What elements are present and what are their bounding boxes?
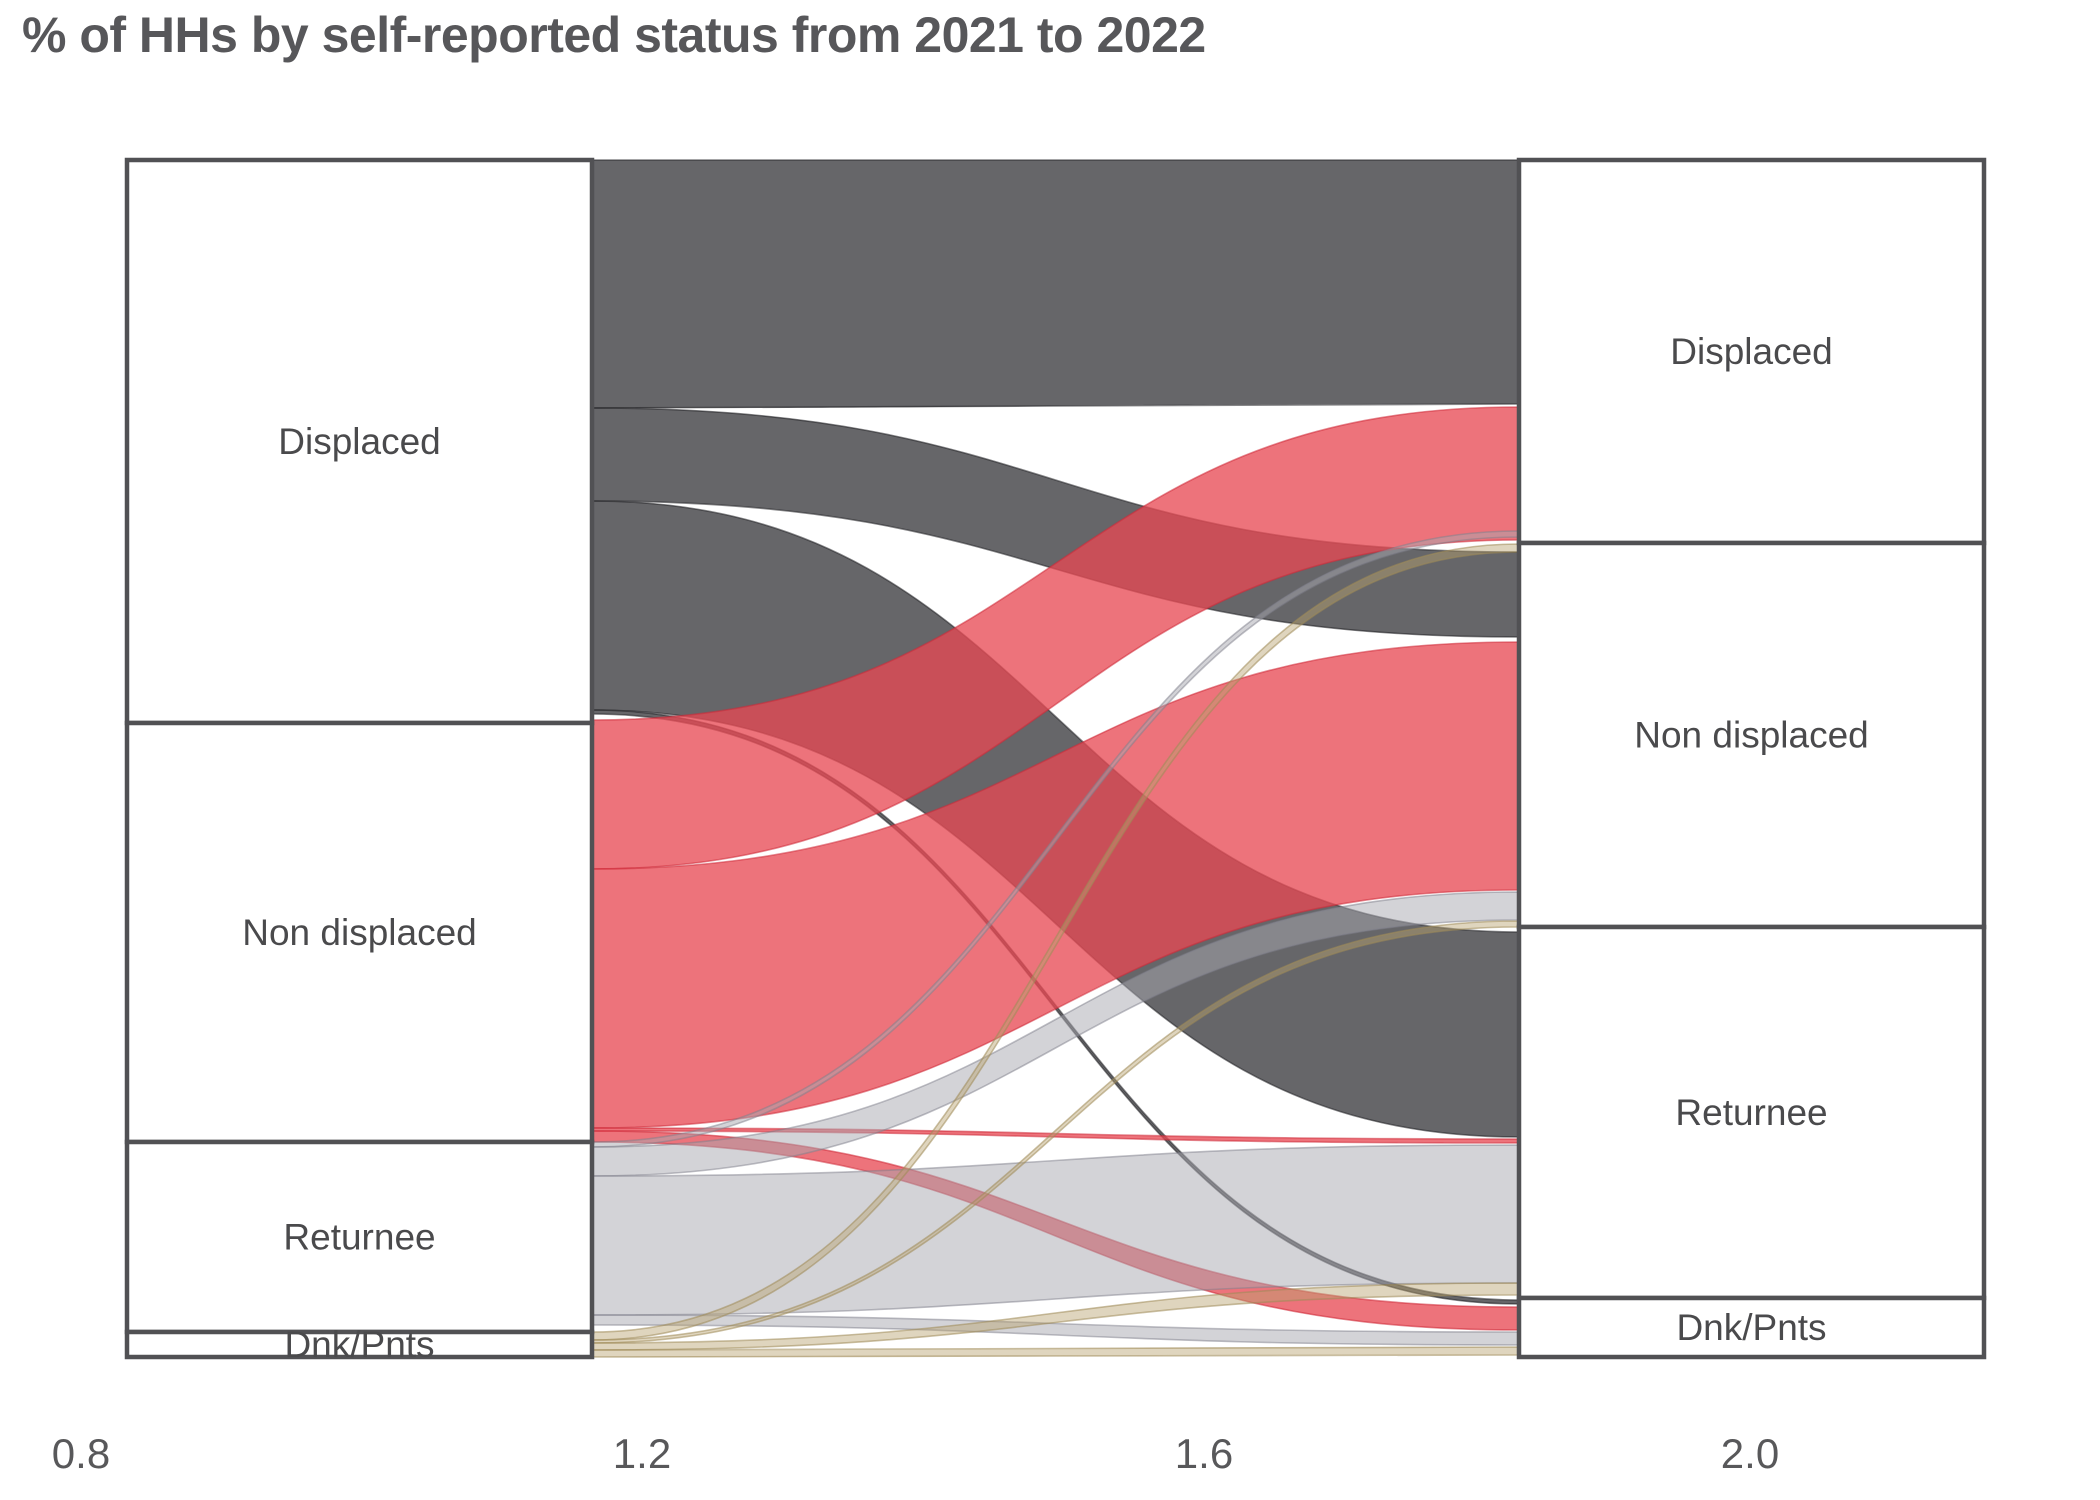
node-label-right: Returnee bbox=[1675, 1092, 1827, 1133]
node-box-right bbox=[1516, 924, 1987, 1301]
node-label-right: Non displaced bbox=[1634, 715, 1868, 756]
node-label-left: Dnk/Pnts bbox=[284, 1324, 434, 1365]
node-box-right bbox=[1516, 1295, 1987, 1360]
node-label-left: Returnee bbox=[283, 1217, 435, 1258]
node-label-right: Displaced bbox=[1670, 331, 1832, 372]
node-label-left: Non displaced bbox=[242, 912, 476, 953]
x-axis-tick: 0.8 bbox=[52, 1430, 110, 1477]
node-box-left bbox=[124, 1329, 595, 1360]
chart-title: % of HHs by self-reported status from 20… bbox=[22, 7, 1206, 63]
x-axis-tick: 2.0 bbox=[1721, 1430, 1779, 1477]
node-box-left bbox=[124, 157, 595, 726]
node-box-right bbox=[1516, 157, 1987, 546]
node-box-left bbox=[124, 720, 595, 1145]
node-box-left bbox=[124, 1139, 595, 1335]
flow-ribbon bbox=[591, 159, 1520, 409]
x-axis-tick: 1.6 bbox=[1175, 1430, 1233, 1477]
node-box-right bbox=[1516, 540, 1987, 930]
x-axis-tick: 1.2 bbox=[613, 1430, 671, 1477]
node-label-right: Dnk/Pnts bbox=[1676, 1307, 1826, 1348]
node-label-left: Displaced bbox=[278, 421, 440, 462]
